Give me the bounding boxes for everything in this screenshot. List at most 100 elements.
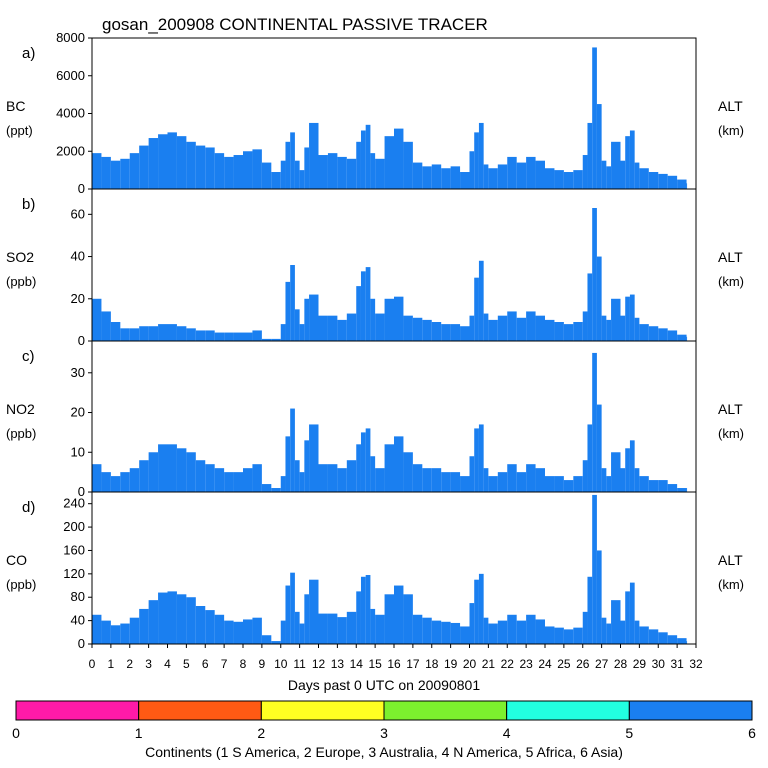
bar xyxy=(422,617,432,644)
bar xyxy=(327,153,338,189)
bar xyxy=(139,326,149,341)
bar xyxy=(620,468,626,492)
bar xyxy=(271,338,281,341)
bar xyxy=(596,404,602,492)
bar xyxy=(370,298,376,341)
x-tick-label: 19 xyxy=(444,657,458,671)
bar xyxy=(290,408,295,492)
bar xyxy=(403,594,413,644)
bar xyxy=(582,155,588,189)
bar xyxy=(243,619,253,644)
bar xyxy=(120,472,130,492)
alt-unit-label: (km) xyxy=(718,577,744,592)
bar xyxy=(327,315,338,341)
bar xyxy=(233,155,243,189)
y-tick-label: 0 xyxy=(78,484,85,499)
bar xyxy=(431,468,442,492)
bar xyxy=(158,592,168,644)
y-tick-label: 20 xyxy=(71,291,85,306)
bar xyxy=(441,472,451,492)
panel-letter: b) xyxy=(22,196,35,213)
bar xyxy=(611,600,621,644)
y-tick-label: 160 xyxy=(63,542,85,557)
bar xyxy=(412,317,423,341)
bar xyxy=(158,134,168,189)
species-label: NO2 xyxy=(6,401,35,417)
bar xyxy=(422,468,432,492)
bar xyxy=(327,464,338,492)
bar xyxy=(573,170,583,189)
bar xyxy=(214,614,225,644)
bar xyxy=(158,324,168,341)
x-tick-label: 10 xyxy=(274,657,288,671)
bar xyxy=(483,468,489,492)
bar xyxy=(375,158,385,189)
panels: 02000400060008000a)BC(ppt)ALT(km)0204060… xyxy=(6,30,744,651)
bar xyxy=(677,179,687,189)
y-tick-label: 30 xyxy=(71,365,85,380)
bar xyxy=(304,147,310,189)
colorbar-tick-label: 3 xyxy=(380,725,388,741)
bar xyxy=(497,315,508,341)
bar xyxy=(195,606,206,644)
bar xyxy=(629,130,635,189)
bar xyxy=(625,448,630,492)
bar xyxy=(176,136,187,189)
bar xyxy=(309,294,319,341)
colorbar-segment xyxy=(260,700,385,721)
bar xyxy=(658,632,668,644)
bar xyxy=(271,172,281,189)
bars-no2 xyxy=(92,352,688,492)
bar xyxy=(460,476,470,492)
alt-label: ALT xyxy=(718,401,743,417)
bar xyxy=(563,480,574,492)
bar xyxy=(469,603,475,644)
bar xyxy=(261,162,272,189)
bar xyxy=(629,440,635,492)
bar xyxy=(412,162,423,189)
bar xyxy=(214,332,225,341)
bar xyxy=(606,623,612,644)
bar xyxy=(271,488,281,492)
bar xyxy=(667,330,678,341)
bar xyxy=(92,464,102,492)
bar xyxy=(285,436,291,492)
bar xyxy=(488,476,498,492)
x-tick-label: 12 xyxy=(312,657,326,671)
bar xyxy=(294,160,300,189)
bar xyxy=(365,267,371,341)
bar xyxy=(356,591,361,644)
x-axis: 0 1 2 3 4 5 6 7 8 9 10 11 12 13 14 15 16 17 18 19 20 21 22 23 24… xyxy=(89,644,703,671)
bar xyxy=(214,153,225,189)
bar xyxy=(346,460,357,492)
bar xyxy=(139,460,149,492)
bar xyxy=(422,166,432,189)
bar xyxy=(346,158,357,189)
bar xyxy=(299,472,305,492)
bar xyxy=(658,328,668,341)
bar xyxy=(573,322,583,341)
bar xyxy=(587,576,593,644)
bar xyxy=(233,472,243,492)
bar xyxy=(587,273,593,341)
bar xyxy=(606,166,612,189)
bar xyxy=(634,468,640,492)
bar xyxy=(478,424,484,492)
bar xyxy=(285,141,291,189)
bar xyxy=(488,168,498,189)
x-tick-label: 14 xyxy=(350,657,364,671)
colorbar-segment xyxy=(383,700,508,721)
bar xyxy=(582,311,588,341)
x-tick-label: 27 xyxy=(595,657,609,671)
bar xyxy=(606,476,612,492)
bar xyxy=(474,132,479,189)
bar xyxy=(677,334,687,341)
bar xyxy=(280,620,286,644)
species-label: CO xyxy=(6,552,27,568)
bar xyxy=(285,281,291,341)
species-label: BC xyxy=(6,98,25,114)
bars-bc xyxy=(92,47,688,189)
bar xyxy=(516,472,527,492)
x-tick-label: 0 xyxy=(89,657,96,671)
